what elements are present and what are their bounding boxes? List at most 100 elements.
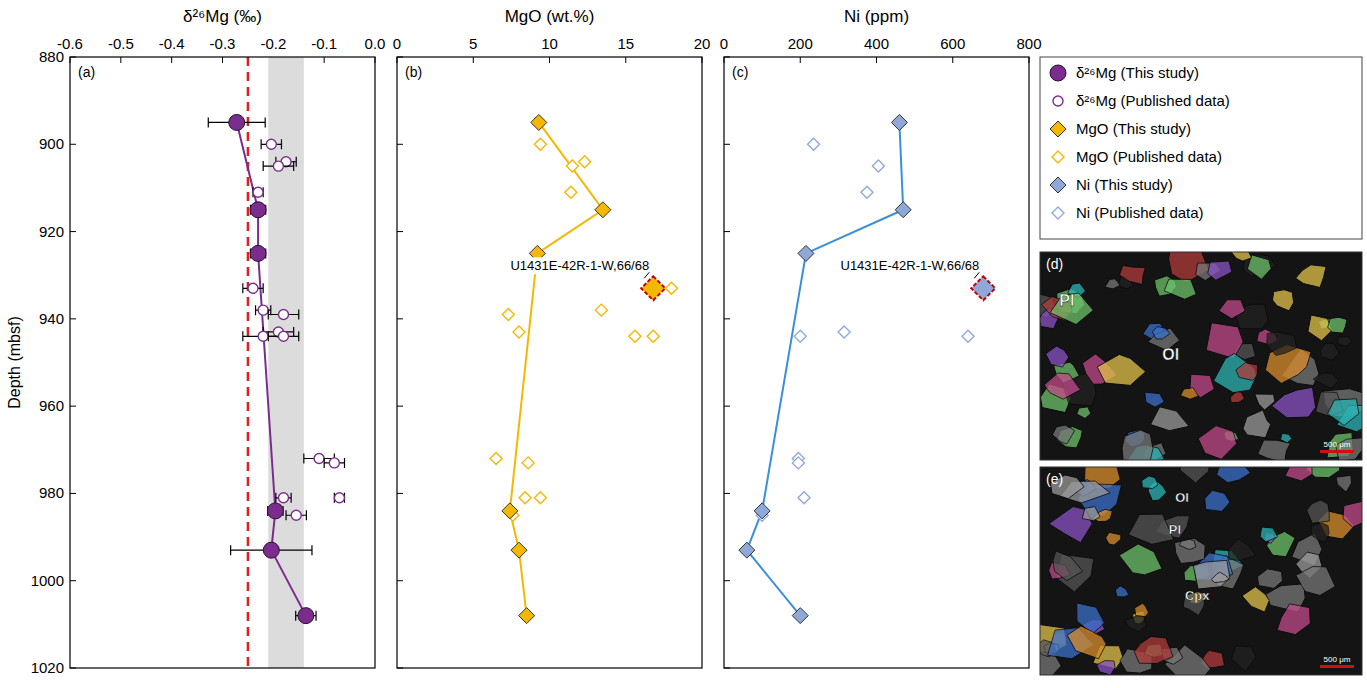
x-tick-label: -0.2	[260, 35, 286, 52]
scale-bar-label: 500 μm	[1324, 655, 1351, 664]
grain	[1208, 261, 1232, 280]
legend-marker	[1052, 207, 1064, 219]
data-point	[522, 457, 534, 469]
legend-marker	[1052, 151, 1064, 163]
x-tick-label: 10	[541, 35, 558, 52]
x-tick-label: 0.0	[365, 35, 386, 52]
micrograph-label: (d)	[1046, 256, 1063, 272]
data-point	[891, 114, 907, 130]
legend-label: δ²⁶Mg (This study)	[1076, 64, 1199, 81]
grain	[1179, 539, 1196, 549]
x-tick-label: 400	[864, 35, 889, 52]
y-tick	[724, 406, 730, 407]
grain	[1181, 388, 1199, 400]
grain	[1152, 327, 1170, 339]
y-tick	[724, 318, 730, 319]
grain	[1296, 265, 1327, 288]
grain	[1119, 544, 1162, 575]
y-tick-label: 940	[39, 310, 64, 327]
grain	[1175, 538, 1206, 563]
legend-label: Ni (This study)	[1076, 176, 1173, 193]
data-point	[511, 542, 527, 558]
plot-area	[208, 57, 344, 668]
grain	[1106, 532, 1121, 545]
panel-label: (b)	[405, 64, 422, 80]
data-point	[502, 503, 518, 519]
grain	[1180, 467, 1211, 483]
y-tick	[724, 231, 730, 232]
data-point	[595, 202, 611, 218]
grain	[1328, 399, 1359, 426]
x-axis-title: Ni (ppm)	[844, 7, 909, 26]
grain	[1145, 392, 1165, 407]
x-tick-label: 600	[940, 35, 965, 52]
y-tick-label: 880	[39, 48, 64, 65]
legend-label: Ni (Published data)	[1076, 204, 1204, 221]
error-bar	[276, 493, 291, 503]
y-tick	[70, 406, 76, 407]
panel-label: (a)	[78, 64, 95, 80]
data-point	[531, 114, 547, 130]
grain	[1338, 337, 1352, 347]
y-tick	[397, 580, 403, 581]
data-point	[739, 542, 755, 558]
data-point	[334, 493, 344, 503]
grain	[1044, 373, 1081, 399]
label-patch	[508, 257, 651, 274]
grain	[1311, 523, 1329, 542]
data-point	[279, 331, 289, 341]
grain	[1097, 354, 1145, 385]
data-point	[792, 608, 808, 624]
data-point	[629, 330, 641, 342]
data-point	[258, 305, 268, 315]
legend-marker	[1050, 121, 1066, 137]
data-point	[754, 503, 770, 519]
plot-area	[739, 114, 995, 623]
y-tick-label: 920	[39, 223, 64, 240]
leader-line	[644, 272, 649, 278]
x-tick	[876, 57, 877, 63]
data-point	[872, 160, 884, 172]
grain	[1258, 569, 1283, 589]
y-tick	[70, 493, 76, 494]
y-tick	[70, 580, 76, 581]
plot-frame	[397, 57, 702, 668]
x-tick	[473, 57, 474, 63]
micrograph-ground	[1040, 252, 1362, 460]
grain	[1211, 572, 1229, 583]
grain	[1307, 500, 1330, 523]
grain	[1267, 332, 1297, 356]
error-bar	[253, 187, 263, 197]
grain	[1128, 514, 1173, 544]
data-point	[250, 245, 266, 261]
series-line	[510, 122, 603, 615]
error-bar	[268, 331, 299, 341]
legend-marker	[1050, 65, 1066, 81]
scale-bar	[1320, 450, 1354, 453]
legend-label: MgO (This study)	[1076, 120, 1191, 137]
data-point	[513, 326, 525, 338]
grain	[1067, 626, 1106, 659]
micrograph-ground	[1040, 467, 1362, 675]
grain	[1151, 407, 1190, 431]
x-tick	[324, 57, 325, 63]
x-tick-label: 20	[694, 35, 711, 52]
annotation: U1431E-42R-1-W,66/68	[841, 258, 980, 273]
leader-line	[974, 272, 979, 278]
grain	[1285, 467, 1312, 481]
grain	[1050, 293, 1093, 325]
data-point	[267, 503, 283, 519]
x-tick-label: 15	[617, 35, 634, 52]
error-bar	[324, 458, 344, 468]
grain	[1115, 586, 1129, 597]
data-point	[291, 510, 301, 520]
y-tick	[397, 406, 403, 407]
x-tick-label: 800	[1016, 35, 1041, 52]
micrograph	[1040, 252, 1362, 460]
data-point	[534, 138, 546, 150]
y-tick-label: 900	[39, 135, 64, 152]
grain	[1255, 394, 1275, 410]
plot-frame	[724, 57, 1029, 668]
data-point	[329, 458, 339, 468]
x-tick	[120, 57, 121, 63]
